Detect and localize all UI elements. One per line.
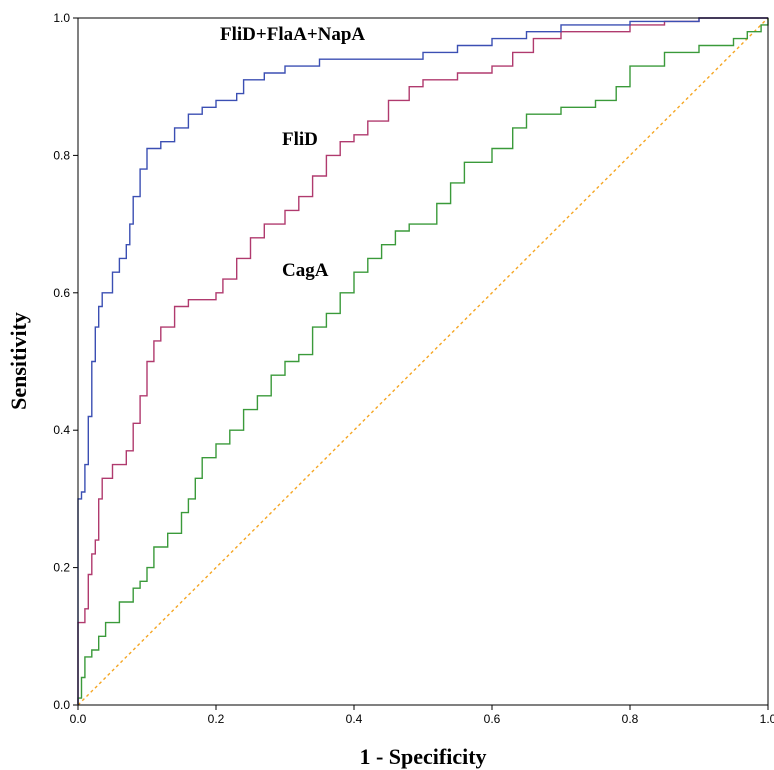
x-tick-label: 0.6 bbox=[484, 712, 501, 726]
y-tick-label: 1.0 bbox=[53, 11, 70, 25]
series-label-cagA: CagA bbox=[282, 260, 329, 281]
series-label-fliD-flaA-napA: FliD+FlaA+NapA bbox=[220, 24, 365, 45]
series-label-fliD: FliD bbox=[282, 129, 318, 150]
x-tick-label: 0.2 bbox=[208, 712, 225, 726]
series-layer bbox=[77, 17, 769, 706]
x-tick-label: 0.4 bbox=[346, 712, 363, 726]
series-line-caga bbox=[77, 18, 769, 705]
y-tick-label: 0.0 bbox=[53, 698, 70, 712]
x-tick-label: 0.8 bbox=[622, 712, 639, 726]
x-axis-title: 1 - Specificity bbox=[359, 744, 486, 769]
x-tick-label: 1.0 bbox=[760, 712, 774, 726]
y-tick-label: 0.2 bbox=[53, 561, 70, 575]
plot-frame bbox=[77, 17, 769, 706]
x-tick-label: 0.0 bbox=[70, 712, 87, 726]
y-tick-label: 0.6 bbox=[53, 286, 70, 300]
y-axis-title: Sensitivity bbox=[6, 312, 31, 410]
series-line-flid-flaa-napa bbox=[77, 17, 768, 705]
reference-diagonal-line bbox=[77, 17, 769, 706]
y-tick-label: 0.4 bbox=[53, 423, 70, 437]
x-axis-ticks: 0.0 0.2 0.4 0.6 0.8 1.0 bbox=[70, 705, 774, 726]
y-tick-label: 0.8 bbox=[53, 148, 70, 162]
series-line-flid bbox=[77, 17, 768, 705]
y-axis-ticks: 0.0 0.2 0.4 0.6 0.8 1.0 bbox=[53, 11, 78, 712]
